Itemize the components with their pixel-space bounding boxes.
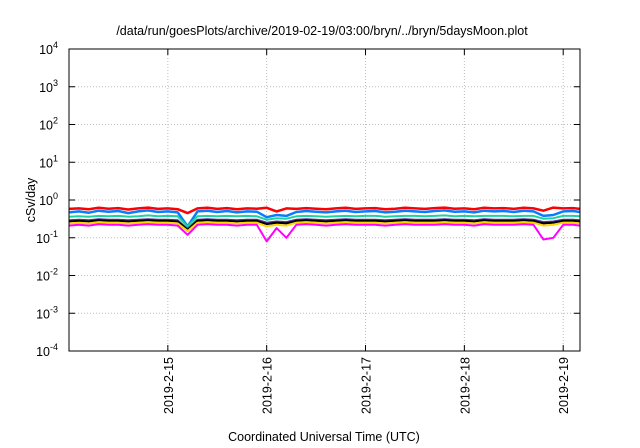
x-tick-label: 2019-2-17 xyxy=(360,357,374,414)
series-line-yellow xyxy=(68,221,581,233)
x-tick-label: 2019-2-16 xyxy=(261,357,275,414)
x-tick-label: 2019-2-18 xyxy=(458,357,472,414)
y-axis-label: cSv/day xyxy=(24,177,38,222)
y-tick-exponent: 4 xyxy=(53,40,58,50)
series-line-red xyxy=(68,206,581,215)
y-tick-exponent: 0 xyxy=(53,191,58,201)
y-tick-base: 10 xyxy=(39,119,53,133)
x-tick-label: 2019-2-15 xyxy=(162,357,176,414)
y-tick-base: 10 xyxy=(36,270,50,284)
y-tick-label: 102 xyxy=(39,116,58,133)
y-tick-exponent: -3 xyxy=(50,304,58,314)
y-tick-base: 10 xyxy=(39,43,53,57)
y-tick-base: 10 xyxy=(39,194,53,208)
series-group xyxy=(68,206,581,243)
chart-title: /data/run/goesPlots/archive/2019-02-19/0… xyxy=(116,24,528,38)
y-tick-base: 10 xyxy=(36,345,50,359)
y-tick-label: 10-1 xyxy=(36,229,58,246)
y-tick-exponent: -1 xyxy=(50,229,58,239)
y-tick-label: 101 xyxy=(39,153,58,170)
y-tick-exponent: 2 xyxy=(53,116,58,126)
y-tick-label: 10-4 xyxy=(36,342,58,359)
y-tick-base: 10 xyxy=(36,307,50,321)
series-line-magenta xyxy=(68,223,581,243)
y-tick-base: 10 xyxy=(39,156,53,170)
y-tick-exponent: -4 xyxy=(50,342,58,352)
grid xyxy=(69,49,580,351)
y-tick-base: 10 xyxy=(36,232,50,246)
series-line-teal xyxy=(68,214,581,228)
y-tick-base: 10 xyxy=(39,81,53,95)
series-line-purple xyxy=(68,218,581,231)
y-tick-exponent: 3 xyxy=(53,78,58,88)
y-tick-exponent: -2 xyxy=(50,267,58,277)
y-tick-label: 103 xyxy=(39,78,58,95)
x-tick-label: 2019-2-19 xyxy=(557,357,571,414)
series-line-black xyxy=(68,219,581,231)
series-line-blue xyxy=(68,209,581,228)
x-axis: 2019-2-15 2019-2-16 2019-2-17 2019-2-18 2019… xyxy=(162,49,571,414)
y-tick-label: 104 xyxy=(39,40,58,57)
x-axis-label: Coordinated Universal Time (UTC) xyxy=(228,430,420,444)
y-tick-label: 10-2 xyxy=(36,267,58,284)
y-tick-exponent: 1 xyxy=(53,153,58,163)
y-tick-label: 100 xyxy=(39,191,58,208)
y-tick-label: 10-3 xyxy=(36,304,58,321)
